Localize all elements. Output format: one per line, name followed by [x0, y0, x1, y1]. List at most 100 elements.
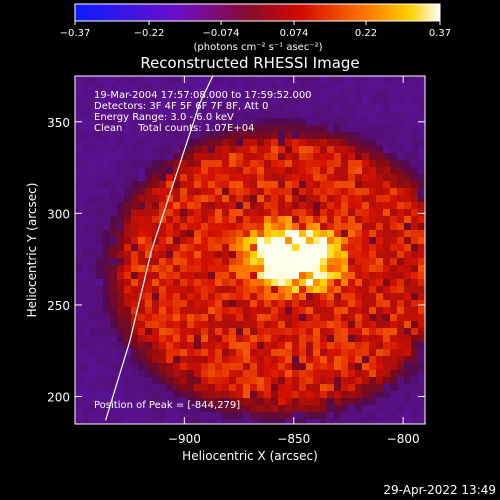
heatmap-cell	[208, 321, 215, 328]
heatmap-cell	[327, 419, 334, 424]
heatmap-cell	[411, 209, 418, 216]
heatmap-cell	[222, 160, 229, 167]
heatmap-cell	[376, 405, 383, 412]
heatmap-cell	[229, 300, 236, 307]
heatmap-cell	[271, 104, 278, 111]
heatmap-cell	[390, 405, 397, 412]
heatmap-cell	[89, 321, 96, 328]
heatmap-cell	[341, 181, 348, 188]
heatmap-cell	[334, 90, 341, 97]
heatmap-cell	[215, 237, 222, 244]
heatmap-cell	[411, 342, 418, 349]
heatmap-cell	[383, 363, 390, 370]
heatmap-cell	[145, 118, 152, 125]
heatmap-cell	[404, 328, 411, 335]
heatmap-cell	[313, 132, 320, 139]
heatmap-cell	[236, 391, 243, 398]
heatmap-cell	[187, 216, 194, 223]
heatmap-cell	[201, 377, 208, 384]
heatmap-cell	[250, 181, 257, 188]
heatmap-cell	[138, 279, 145, 286]
heatmap-cell	[278, 188, 285, 195]
heatmap-cell	[334, 405, 341, 412]
heatmap-cell	[257, 335, 264, 342]
heatmap-cell	[194, 202, 201, 209]
heatmap-cell	[89, 342, 96, 349]
heatmap-cell	[82, 412, 89, 419]
heatmap-cell	[173, 335, 180, 342]
heatmap-cell	[355, 265, 362, 272]
heatmap-cell	[110, 349, 117, 356]
heatmap-cell	[355, 104, 362, 111]
heatmap-cell	[173, 300, 180, 307]
heatmap-cell	[390, 412, 397, 419]
heatmap-cell	[341, 335, 348, 342]
heatmap-cell	[89, 384, 96, 391]
heatmap-cell	[96, 258, 103, 265]
heatmap-cell	[341, 342, 348, 349]
colorbar-tick-label: 0.074	[280, 28, 309, 39]
heatmap-cell	[369, 335, 376, 342]
heatmap-cell	[194, 167, 201, 174]
heatmap-cell	[180, 174, 187, 181]
heatmap-cell	[348, 307, 355, 314]
heatmap-cell	[103, 356, 110, 363]
heatmap-cell	[229, 139, 236, 146]
heatmap-cell	[397, 139, 404, 146]
heatmap-cell	[397, 153, 404, 160]
heatmap-cell	[299, 391, 306, 398]
heatmap-cell	[215, 349, 222, 356]
heatmap-cell	[411, 167, 418, 174]
heatmap-cell	[334, 209, 341, 216]
heatmap-cell	[257, 405, 264, 412]
heatmap-cell	[138, 118, 145, 125]
heatmap-cell	[278, 363, 285, 370]
heatmap-cell	[75, 377, 82, 384]
heatmap-cell	[96, 174, 103, 181]
heatmap-cell	[313, 335, 320, 342]
heatmap-cell	[208, 167, 215, 174]
heatmap-cell	[75, 153, 82, 160]
heatmap-cell	[222, 118, 229, 125]
heatmap-cell	[369, 132, 376, 139]
heatmap-cell	[320, 216, 327, 223]
heatmap-cell	[250, 251, 257, 258]
heatmap-cell	[299, 111, 306, 118]
heatmap-cell	[355, 125, 362, 132]
heatmap-cell	[166, 342, 173, 349]
heatmap-cell	[75, 132, 82, 139]
heatmap-cell	[299, 405, 306, 412]
heatmap-cell	[131, 76, 138, 83]
heatmap-cell	[390, 328, 397, 335]
heatmap-cell	[418, 398, 425, 405]
heatmap-cell	[124, 405, 131, 412]
heatmap-cell	[201, 265, 208, 272]
heatmap-cell	[369, 300, 376, 307]
heatmap-cell	[397, 230, 404, 237]
heatmap-cell	[320, 405, 327, 412]
heatmap-cell	[299, 349, 306, 356]
heatmap-cell	[334, 76, 341, 83]
heatmap-cell	[334, 384, 341, 391]
heatmap-cell	[306, 118, 313, 125]
heatmap-cell	[348, 258, 355, 265]
heatmap-cell	[397, 223, 404, 230]
heatmap-cell	[348, 314, 355, 321]
heatmap-cell	[348, 216, 355, 223]
heatmap-cell	[362, 76, 369, 83]
heatmap-cell	[243, 223, 250, 230]
heatmap-cell	[383, 370, 390, 377]
heatmap-cell	[390, 391, 397, 398]
heatmap-cell	[138, 139, 145, 146]
heatmap-cell	[194, 216, 201, 223]
heatmap-cell	[285, 349, 292, 356]
heatmap-cell	[243, 83, 250, 90]
heatmap-cell	[257, 356, 264, 363]
heatmap-cell	[285, 160, 292, 167]
heatmap-cell	[152, 223, 159, 230]
heatmap-cell	[285, 125, 292, 132]
heatmap-cell	[334, 167, 341, 174]
heatmap-cell	[173, 237, 180, 244]
heatmap-cell	[334, 258, 341, 265]
heatmap-cell	[75, 265, 82, 272]
